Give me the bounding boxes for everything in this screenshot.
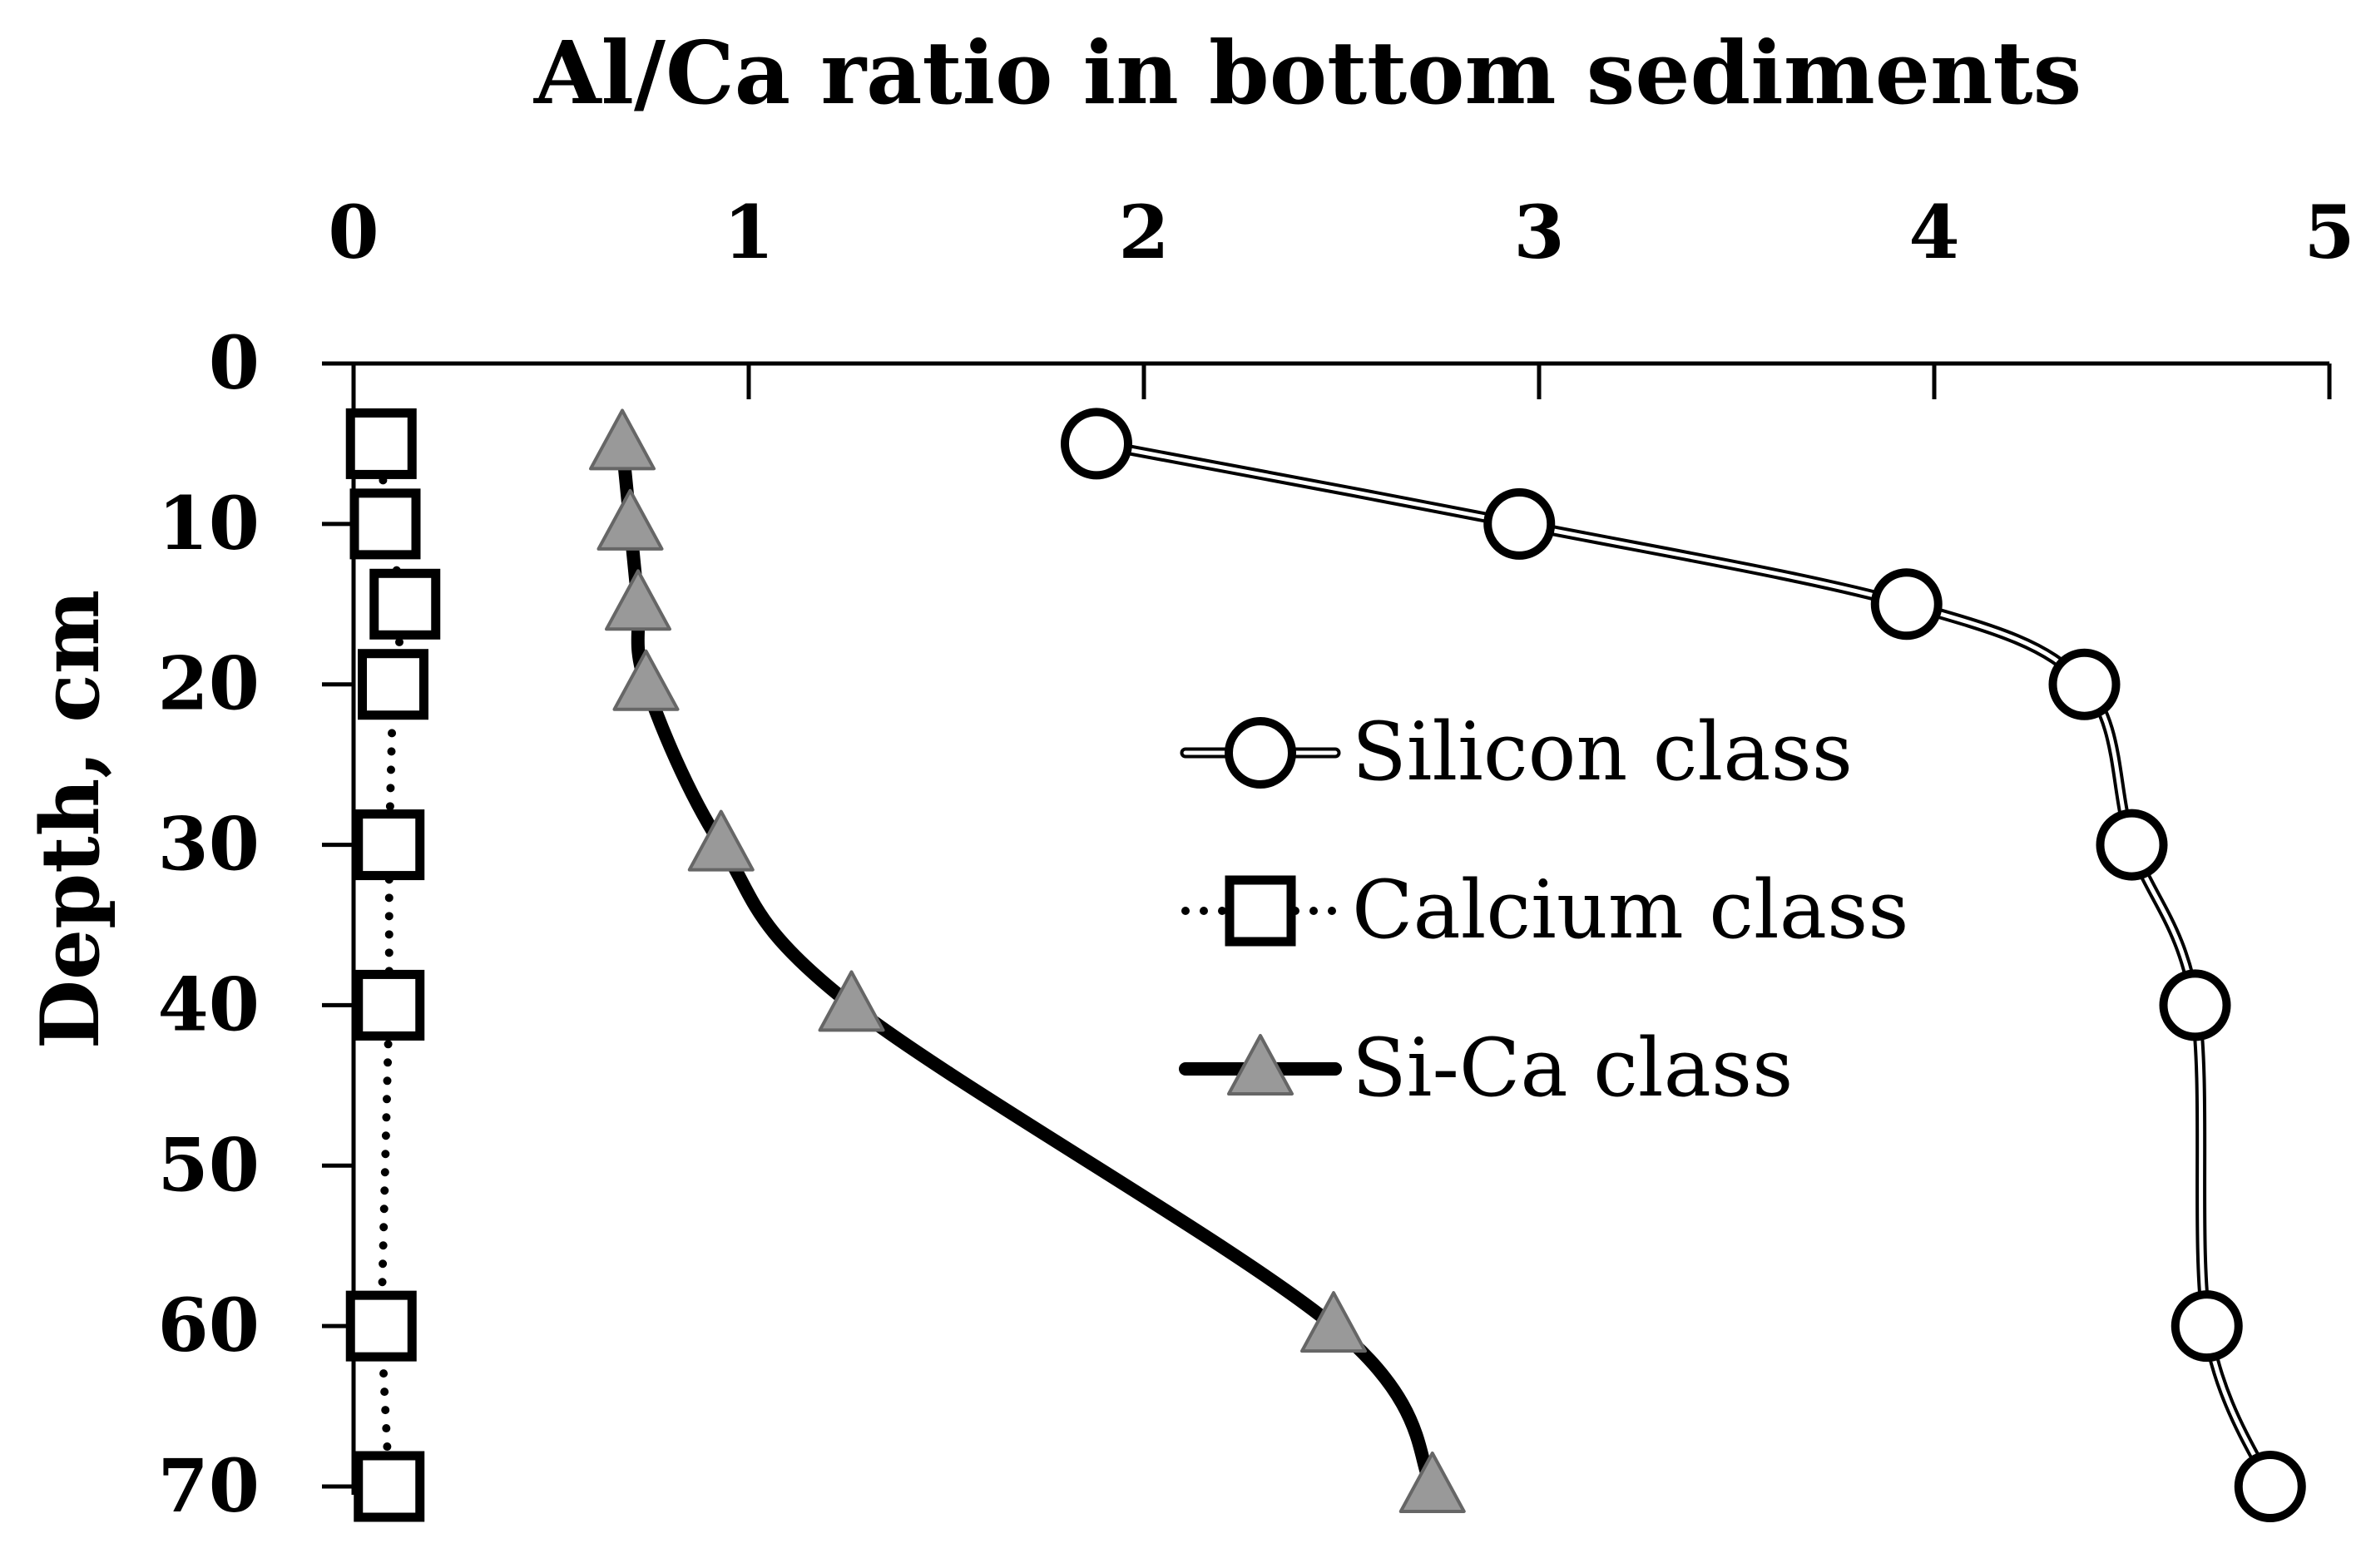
legend-marker <box>1225 875 1296 947</box>
x-tick-label: 1 <box>723 189 774 275</box>
data-point <box>596 488 664 551</box>
series-line <box>616 437 1439 1493</box>
legend-item: Calcium class <box>1181 863 1908 957</box>
y-tick-label: 70 <box>158 1442 260 1529</box>
data-point <box>2159 969 2231 1041</box>
data-point <box>354 1451 425 1522</box>
legend-item: Silicon class <box>1180 705 1853 799</box>
data-point <box>349 488 421 560</box>
data-point <box>354 969 425 1041</box>
data-point <box>818 970 885 1032</box>
x-tick-label: 4 <box>1908 189 1959 275</box>
data-point <box>605 569 671 631</box>
data-point <box>369 568 441 640</box>
data-point <box>354 809 425 881</box>
series-line-inner <box>1094 441 2273 1489</box>
y-tick-label: 0 <box>209 319 260 406</box>
legend-marker <box>1227 1034 1294 1096</box>
data-point <box>358 649 428 720</box>
x-tick-label: 2 <box>1118 189 1169 275</box>
legend-item: Si-Ca class <box>1179 1021 1793 1115</box>
series-si-ca-class <box>589 408 1466 1513</box>
data-point <box>1870 568 1943 641</box>
data-point <box>345 1290 417 1362</box>
data-point <box>589 408 656 471</box>
data-point <box>687 809 755 872</box>
legend-label: Silicon class <box>1352 705 1853 799</box>
y-tick-label: 10 <box>158 480 260 566</box>
series-calcium-class <box>345 408 441 1522</box>
data-point <box>1483 487 1556 560</box>
data-point <box>1061 408 1132 480</box>
data-point <box>2171 1290 2243 1363</box>
x-tick-label: 0 <box>328 189 379 275</box>
series-layer <box>345 408 2306 1522</box>
legend-marker <box>1225 717 1296 789</box>
data-point <box>1300 1291 1367 1353</box>
y-tick-label: 40 <box>158 961 260 1047</box>
y-tick-label: 50 <box>158 1121 260 1208</box>
x-tick-label: 5 <box>2304 189 2354 275</box>
data-point <box>2096 809 2168 881</box>
legend-label: Si-Ca class <box>1352 1021 1793 1115</box>
data-point <box>1398 1452 1466 1513</box>
data-point <box>345 408 417 479</box>
legend: Silicon class Calcium class Si-Ca class <box>1179 705 1908 1115</box>
data-point <box>2234 1451 2306 1522</box>
legend-label: Calcium class <box>1352 863 1908 957</box>
data-point <box>2048 648 2121 720</box>
series-line-outer <box>1091 438 2276 1492</box>
x-tick-label: 3 <box>1513 189 1564 275</box>
y-tick-label: 20 <box>158 641 260 727</box>
chart-title: Al/Ca ratio in bottom sediments <box>533 22 2081 124</box>
y-tick-label: 30 <box>158 801 260 888</box>
series-silicon-class <box>1061 408 2306 1522</box>
y-tick-label: 60 <box>158 1282 260 1368</box>
data-point <box>612 649 680 711</box>
y-axis-label: Depth, cm <box>23 590 117 1049</box>
